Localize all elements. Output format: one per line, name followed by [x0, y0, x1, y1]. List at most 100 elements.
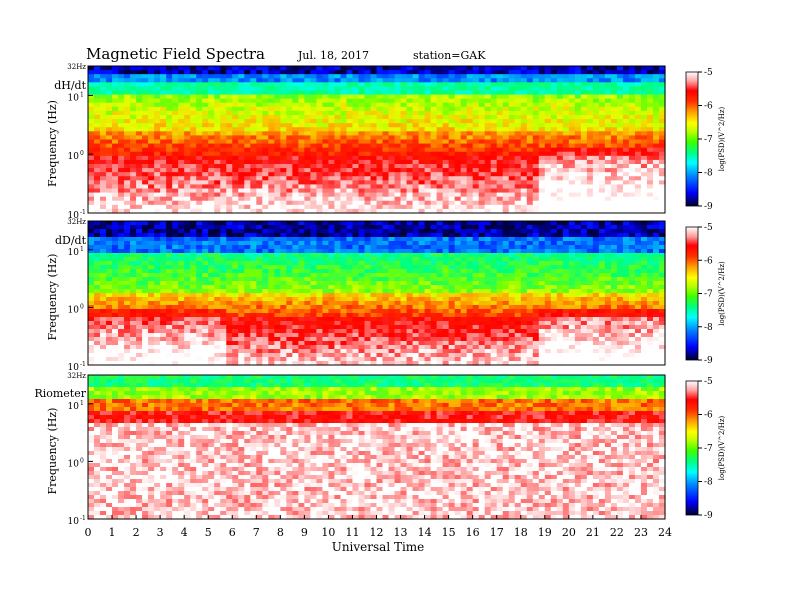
heatmap-cell: [646, 74, 654, 79]
heatmap-cell: [334, 131, 342, 137]
heatmap-cell: [136, 168, 143, 173]
heatmap-cell: [382, 106, 390, 112]
heatmap-cell: [490, 66, 498, 71]
heatmap-cell: [526, 269, 534, 274]
heatmap-cell: [532, 168, 540, 173]
heatmap-cell: [220, 265, 227, 270]
heatmap-cell: [274, 257, 281, 262]
heatmap-cell: [244, 196, 251, 202]
heatmap-cell: [616, 277, 624, 282]
heatmap-cell: [142, 168, 149, 173]
heatmap-cell: [412, 66, 420, 71]
heatmap-cell: [202, 86, 209, 92]
heatmap-cell: [658, 143, 666, 149]
heatmap-cell: [328, 123, 336, 128]
heatmap-cell: [562, 208, 570, 214]
heatmap-cell: [142, 180, 149, 186]
heatmap-cell: [88, 106, 95, 112]
heatmap-cell: [538, 94, 546, 100]
heatmap-cell: [268, 204, 275, 210]
heatmap-cell: [148, 147, 155, 153]
heatmap-cell: [646, 151, 654, 157]
heatmap-cell: [244, 180, 251, 186]
heatmap-cell: [562, 188, 570, 194]
heatmap-cell: [166, 245, 173, 250]
heatmap-cell: [610, 119, 618, 124]
heatmap-cell: [268, 168, 275, 173]
heatmap-cell: [628, 249, 636, 254]
heatmap-cell: [574, 164, 582, 169]
heatmap-cell: [466, 106, 474, 112]
heatmap-cell: [184, 86, 191, 92]
heatmap-cell: [346, 82, 354, 88]
heatmap-cell: [238, 135, 245, 141]
heatmap-cell: [118, 237, 125, 242]
heatmap-cell: [598, 86, 606, 92]
heatmap-cell: [322, 269, 330, 274]
heatmap-cell: [358, 225, 366, 230]
heatmap-cell: [616, 110, 624, 116]
heatmap-cell: [412, 143, 420, 149]
heatmap-cell: [166, 115, 173, 120]
heatmap-cell: [256, 265, 263, 270]
heatmap-cell: [280, 184, 287, 190]
heatmap-cell: [304, 269, 311, 274]
heatmap-cell: [550, 188, 558, 194]
heatmap-cell: [292, 261, 299, 266]
heatmap-cell: [238, 257, 245, 262]
heatmap-cell: [160, 106, 167, 112]
heatmap-cell: [256, 237, 263, 242]
heatmap-cell: [544, 123, 552, 128]
heatmap-cell: [232, 273, 239, 278]
heatmap-cell: [262, 82, 269, 88]
heatmap-cell: [574, 115, 582, 120]
heatmap-cell: [460, 151, 468, 157]
heatmap-cell: [352, 184, 360, 190]
heatmap-cell: [352, 66, 360, 71]
heatmap-cell: [178, 127, 185, 132]
heatmap-cell: [406, 221, 414, 226]
heatmap-cell: [610, 253, 618, 258]
heatmap-cell: [604, 265, 612, 270]
heatmap-cell: [88, 245, 95, 250]
heatmap-cell: [130, 229, 137, 234]
heatmap-cell: [652, 143, 660, 149]
heatmap-cell: [514, 94, 522, 100]
heatmap-cell: [370, 277, 378, 282]
heatmap-cell: [418, 253, 426, 258]
heatmap-cell: [136, 127, 143, 132]
heatmap-cell: [610, 131, 618, 137]
heatmap-cell: [190, 237, 197, 242]
heatmap-cell: [532, 233, 540, 238]
heatmap-cell: [346, 196, 354, 202]
heatmap-cell: [526, 192, 534, 198]
heatmap-cell: [250, 245, 257, 250]
heatmap-cell: [328, 86, 336, 92]
heatmap-cell: [160, 208, 167, 214]
heatmap-cell: [574, 151, 582, 157]
heatmap-cell: [508, 74, 516, 79]
heatmap-cell: [316, 237, 324, 242]
heatmap-cell: [238, 127, 245, 132]
heatmap-cell: [274, 123, 281, 128]
heatmap-cell: [538, 229, 546, 234]
heatmap-cell: [520, 110, 528, 116]
heatmap-cell: [400, 143, 408, 149]
heatmap-cell: [256, 269, 263, 274]
heatmap-cell: [658, 269, 666, 274]
heatmap-cell: [292, 172, 299, 177]
heatmap-cell: [304, 86, 311, 92]
heatmap-cell: [256, 225, 263, 230]
heatmap-cell: [172, 159, 179, 165]
heatmap-cell: [208, 131, 215, 137]
heatmap-cell: [196, 143, 203, 149]
heatmap-cell: [262, 94, 269, 100]
heatmap-cell: [94, 94, 101, 100]
heatmap-cell: [382, 273, 390, 278]
heatmap-cell: [604, 208, 612, 214]
heatmap-cell: [364, 257, 372, 262]
heatmap-cell: [118, 98, 125, 104]
heatmap-cell: [364, 164, 372, 169]
heatmap-cell: [562, 102, 570, 108]
heatmap-cell: [568, 180, 576, 186]
